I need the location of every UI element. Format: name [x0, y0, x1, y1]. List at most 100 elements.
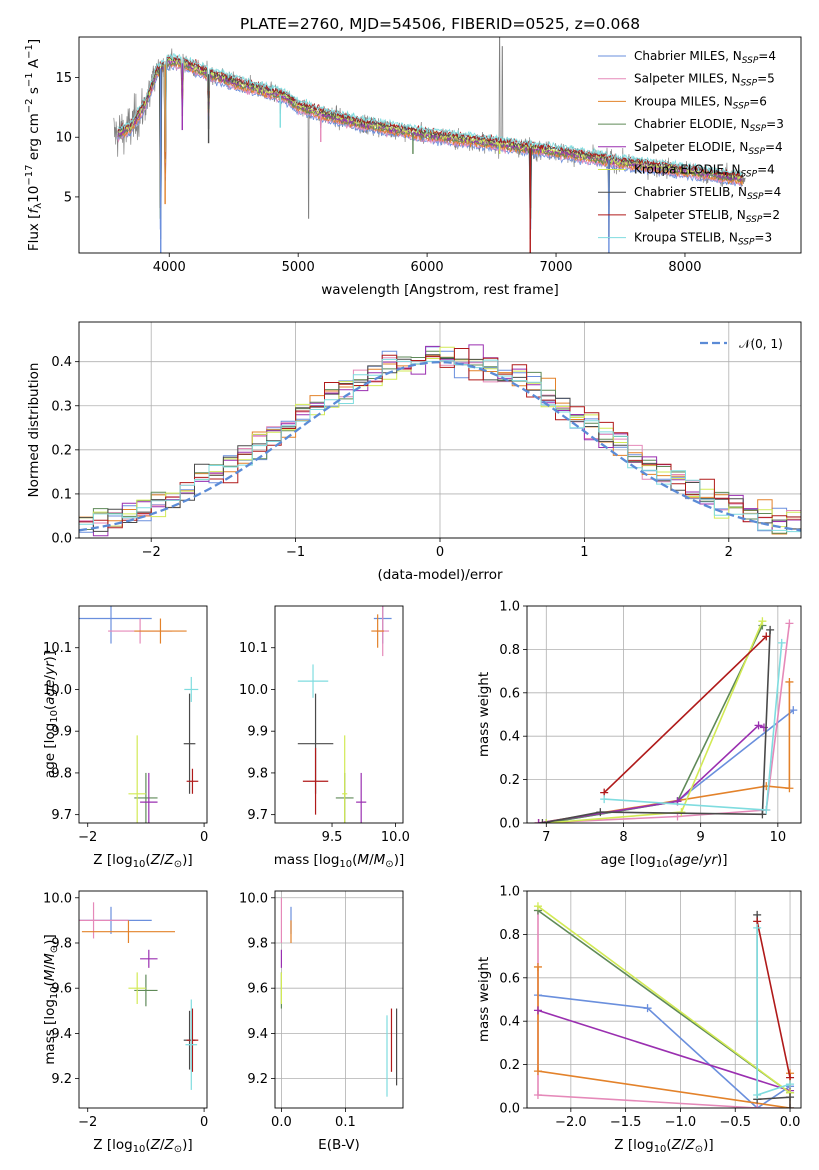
age-vs-mass-frame	[274, 605, 404, 824]
mass-vs-Z-point-7	[186, 1008, 199, 1072]
legend-label-7: Salpeter STELIB, NSSP=2	[634, 208, 780, 225]
mass-vs-ebv-frame	[274, 890, 404, 1109]
plus-marker	[786, 1104, 795, 1108]
legend-eq: =	[762, 208, 772, 222]
plus-marker	[785, 784, 794, 793]
weight-vs-Z-series-7	[756, 921, 791, 1078]
mass-vs-Z-xtick-label: −2	[78, 1115, 97, 1130]
spectrum-lines	[113, 37, 746, 253]
mass-vs-Z-point-4	[140, 949, 158, 968]
legend-label-5: Kroupa ELODIE, NSSP=4	[634, 163, 775, 180]
legend-nssp: 3	[776, 117, 784, 131]
legend-label-1: Salpeter MILES, NSSP=5	[634, 72, 775, 89]
model-spectrum-8	[117, 53, 743, 177]
residuals-ytick-label: 0.2	[51, 443, 72, 458]
plus-marker	[785, 619, 794, 628]
legend-eq: =	[757, 163, 767, 177]
age-vs-Z-points	[79, 606, 199, 823]
legend-nssp: 5	[767, 72, 775, 86]
weight-vs-Z-ytick-label: 0.4	[499, 1015, 520, 1030]
age-vs-mass-ytick-label: 10.0	[239, 683, 268, 698]
legend-model-name: Kroupa STELIB	[634, 231, 721, 245]
gaussian-curve	[79, 360, 801, 532]
mass-vs-Z-point-2	[81, 920, 175, 943]
x-axis-label: Z [log10(Z/Z⊙)]	[93, 1137, 192, 1155]
residuals-frame	[78, 321, 802, 539]
age-vs-Z-xtick-label: −2	[78, 830, 97, 845]
mass-vs-ebv-ytick-label: 10.0	[239, 891, 268, 906]
spectrum-xtick-label: 7000	[539, 260, 572, 275]
legend-nssp: 4	[774, 185, 782, 199]
age-vs-mass-axes: 9.5 10.0 9.7 9.8 9.9 10.0 10.1	[239, 641, 410, 845]
x-axis-label: Z [log10(Z/Z⊙)]	[93, 852, 192, 870]
legend-eq: =	[764, 185, 774, 199]
legend-model-name: Salpeter ELODIE	[634, 140, 732, 154]
weight-vs-age-series-7	[603, 635, 767, 794]
legend-sub: SSP	[733, 101, 750, 111]
weight-vs-Z-y-label: mass weight	[476, 957, 492, 1042]
legend-nssp: 4	[768, 49, 776, 63]
legend-sub: SSP	[746, 215, 763, 225]
weight-vs-Z-ytick-label: 0.2	[499, 1058, 520, 1073]
weight-vs-age-ytick-label: 1.0	[499, 600, 520, 615]
weight-vs-Z-xtick-label: −0.5	[719, 1115, 751, 1130]
residual-histogram-8	[79, 358, 801, 533]
legend-eq: =	[754, 231, 764, 245]
age-vs-Z-point-5	[128, 735, 146, 823]
age-vs-Z-ytick-label: 9.7	[51, 808, 72, 823]
legend-sub: SSP	[747, 192, 764, 202]
mass-vs-ebv-xtick-label: 0.1	[335, 1115, 356, 1130]
age-vs-Z-xtick-label: 0	[200, 830, 208, 845]
legend-label-2: Kroupa MILES, NSSP=6	[634, 94, 767, 111]
weight-vs-Z-ytick-label: 0.6	[499, 971, 520, 986]
age-vs-Z-ytick-label: 9.9	[51, 725, 72, 740]
legend-nssp: 4	[775, 140, 783, 154]
age-vs-mass-ytick-label: 9.7	[247, 808, 268, 823]
mass-vs-Z-point-1	[79, 902, 129, 939]
residuals-xtick-label: 0	[436, 545, 444, 560]
weight-vs-age-ytick-label: 0.2	[499, 773, 520, 788]
mass-vs-Z-ytick-label: 10.0	[43, 891, 72, 906]
weight-vs-Z-lines	[533, 902, 795, 1108]
age-vs-mass-point-5	[342, 735, 348, 823]
mass-vs-Z-ytick-label: 9.2	[51, 1072, 72, 1087]
weight-vs-Z-xtick-label: −1.0	[665, 1115, 697, 1130]
age-vs-mass-ytick-label: 10.1	[239, 641, 268, 656]
mass-vs-Z-xtick-label: 0	[200, 1115, 208, 1130]
residuals-ytick-label: 0.0	[51, 532, 72, 547]
mass-vs-Z-points	[79, 902, 199, 1090]
spectrum-xtick-label: 4000	[153, 260, 186, 275]
residual-histogram-7	[79, 348, 801, 529]
mass-vs-Z-point-8	[185, 999, 198, 1090]
legend-sub: SSP	[742, 56, 759, 66]
weight-vs-Z-xtick-label: 0.0	[780, 1115, 801, 1130]
mass-vs-ebv-ytick-label: 9.2	[247, 1072, 268, 1087]
age-vs-Z-point-3	[134, 772, 158, 823]
age-vs-Z-point-4	[140, 772, 158, 823]
age-vs-mass-point-8	[297, 664, 329, 698]
age-vs-Z-point-7	[186, 768, 199, 794]
residuals-xtick-label: 1	[580, 545, 588, 560]
age-vs-Z-ytick-label: 10.1	[43, 641, 72, 656]
x-axis-label: mass [log10(M/M⊙)]	[274, 852, 404, 870]
weight-vs-age-xtick-label: 8	[619, 830, 627, 845]
residuals-y-label: Normed distribution	[26, 363, 42, 498]
age-vs-Z-point-6	[183, 693, 196, 794]
x-axis-label: age [log10(age/yr)]	[600, 852, 727, 870]
legend-eq: =	[758, 49, 768, 63]
weight-vs-age-xtick-label: 10	[770, 830, 787, 845]
legend-label-3: Chabrier ELODIE, NSSP=3	[634, 117, 784, 134]
legend-sub: SSP	[741, 170, 758, 180]
mass-vs-Z-frame	[78, 890, 208, 1109]
age-vs-Z-point-8	[184, 676, 199, 702]
legend-label-8: Kroupa STELIB, NSSP=3	[634, 231, 772, 248]
plus-marker	[533, 962, 542, 971]
spectrum-x-label: wavelength [Angstrom, rest frame]	[321, 282, 559, 298]
legend-label-0: Chabrier MILES, NSSP=4	[634, 49, 776, 66]
plus-marker	[753, 923, 762, 932]
residuals-xtick-label: 2	[725, 545, 733, 560]
plus-marker	[538, 819, 547, 823]
plus-marker	[596, 808, 605, 817]
